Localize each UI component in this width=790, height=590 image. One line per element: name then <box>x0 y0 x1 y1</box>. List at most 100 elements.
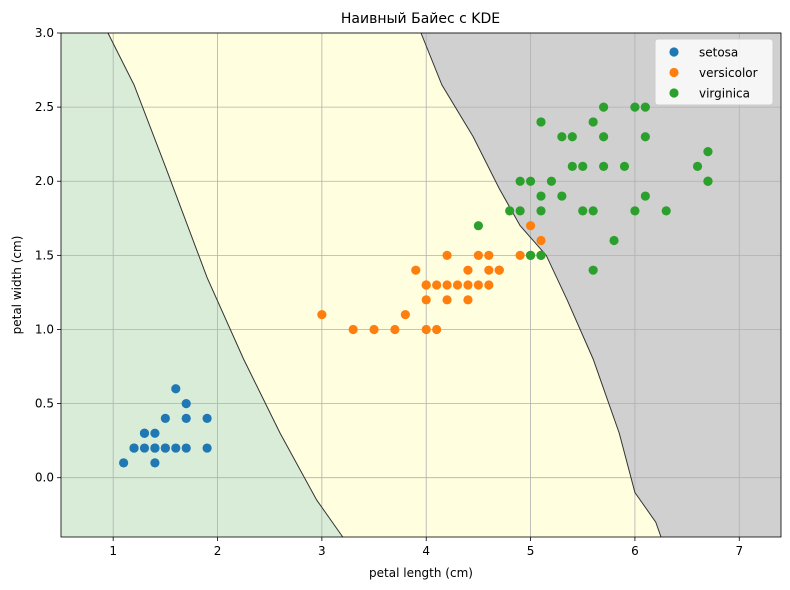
point-versicolor <box>463 295 473 305</box>
point-setosa <box>202 413 212 424</box>
legend: setosa versicolor virginica <box>654 38 774 106</box>
chart-title: Наивный Байес с KDE <box>341 11 500 27</box>
point-virginica <box>599 132 609 142</box>
x-axis-ticks: 1 2 3 4 5 6 7 <box>109 537 743 558</box>
legend-label-versicolor: versicolor <box>699 66 758 80</box>
point-setosa <box>129 443 139 453</box>
point-virginica <box>630 102 640 112</box>
point-virginica <box>578 206 588 216</box>
point-virginica <box>557 132 567 142</box>
legend-marker-versicolor <box>669 67 679 78</box>
point-versicolor <box>525 221 536 231</box>
legend-label-setosa: setosa <box>699 46 738 60</box>
point-versicolor <box>442 250 452 260</box>
legend-marker-virginica <box>669 88 679 98</box>
point-versicolor <box>432 324 442 335</box>
point-virginica <box>588 265 598 275</box>
point-setosa <box>139 428 150 438</box>
legend-marker-setosa <box>669 47 679 57</box>
point-versicolor <box>494 265 504 275</box>
point-setosa <box>181 398 191 409</box>
point-virginica <box>588 206 598 216</box>
y-tick-label: 3.0 <box>35 26 54 40</box>
point-setosa <box>139 443 150 453</box>
region-virginica <box>421 33 781 537</box>
boundary-versicolor-virginica <box>420 32 662 538</box>
point-versicolor <box>484 265 494 275</box>
point-virginica <box>536 117 546 127</box>
point-versicolor <box>442 280 452 290</box>
point-versicolor <box>400 310 410 320</box>
point-versicolor <box>442 295 452 305</box>
point-virginica <box>536 191 546 201</box>
point-virginica <box>505 206 515 216</box>
plot-frame <box>60 32 782 538</box>
point-versicolor <box>463 265 473 275</box>
point-setosa <box>119 458 129 468</box>
point-virginica <box>536 206 546 216</box>
y-tick-label: 2.5 <box>35 100 54 114</box>
decision-regions <box>61 33 781 537</box>
point-virginica <box>473 221 483 231</box>
point-virginica <box>609 235 619 246</box>
y-tick-label: 0.0 <box>35 471 54 485</box>
point-versicolor <box>348 324 358 335</box>
legend-label-virginica: virginica <box>699 87 750 101</box>
x-tick-label: 5 <box>527 544 535 558</box>
y-tick-label: 1.0 <box>35 322 54 336</box>
x-tick-label: 2 <box>214 544 222 558</box>
point-virginica <box>546 176 557 186</box>
point-versicolor <box>369 324 379 335</box>
point-virginica <box>599 161 609 172</box>
point-versicolor <box>421 295 431 305</box>
point-versicolor <box>484 280 494 290</box>
y-tick-label: 0.5 <box>35 397 54 411</box>
point-setosa <box>171 443 181 453</box>
point-versicolor <box>473 250 483 260</box>
x-tick-label: 3 <box>318 544 326 558</box>
point-virginica <box>703 176 713 186</box>
point-virginica <box>515 206 525 216</box>
point-virginica <box>525 250 536 260</box>
y-axis-ticks: 0.0 0.5 1.0 1.5 2.0 2.5 3.0 <box>35 26 61 485</box>
point-virginica <box>630 206 640 216</box>
y-axis-label: petal width (cm) <box>10 236 24 335</box>
point-virginica <box>567 132 577 142</box>
point-setosa <box>150 428 160 438</box>
point-virginica <box>661 206 671 216</box>
point-virginica <box>640 132 650 142</box>
point-setosa <box>150 443 160 453</box>
region-versicolor <box>107 33 661 537</box>
point-virginica <box>588 117 598 127</box>
point-virginica <box>640 191 650 201</box>
point-virginica <box>578 161 588 172</box>
point-versicolor <box>421 280 431 290</box>
point-setosa <box>150 458 160 468</box>
point-versicolor <box>536 235 546 246</box>
point-versicolor <box>411 265 421 275</box>
point-versicolor <box>452 280 463 290</box>
x-axis-label: petal length (cm) <box>369 566 473 580</box>
data-points <box>119 102 713 468</box>
point-virginica <box>515 176 525 186</box>
point-versicolor <box>390 324 400 335</box>
point-setosa <box>160 443 170 453</box>
boundary-setosa-versicolor <box>107 32 344 538</box>
point-setosa <box>171 384 181 394</box>
point-virginica <box>536 250 546 260</box>
y-tick-label: 2.0 <box>35 174 54 188</box>
point-setosa <box>202 443 212 453</box>
point-virginica <box>619 161 630 172</box>
point-versicolor <box>484 250 494 260</box>
point-setosa <box>181 443 191 453</box>
point-versicolor <box>421 324 431 335</box>
x-tick-label: 6 <box>631 544 639 558</box>
point-virginica <box>557 191 567 201</box>
legend-box <box>654 38 774 106</box>
x-tick-label: 4 <box>422 544 430 558</box>
point-setosa <box>160 413 170 424</box>
point-virginica <box>640 102 650 112</box>
x-tick-label: 1 <box>109 544 117 558</box>
point-versicolor <box>463 280 473 290</box>
